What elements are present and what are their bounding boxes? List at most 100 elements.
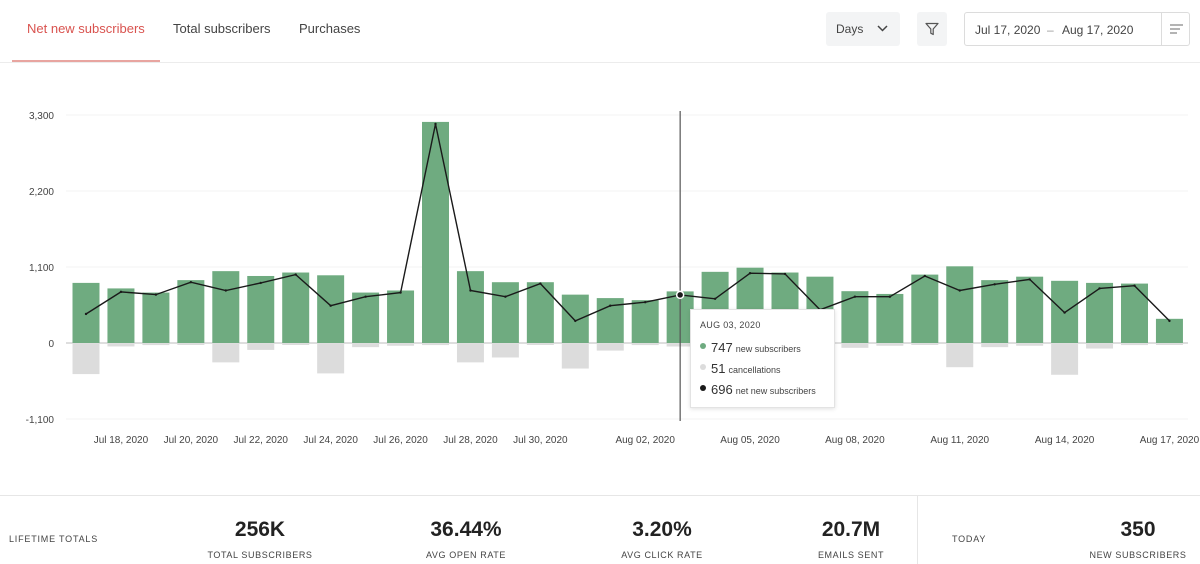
- date-range-picker[interactable]: Jul 17, 2020 – Aug 17, 2020: [964, 12, 1190, 46]
- tab-net-new-subscribers[interactable]: Net new subscribers: [27, 21, 145, 36]
- cancellations-bar[interactable]: [72, 344, 100, 375]
- cancellations-bar[interactable]: [352, 344, 380, 348]
- tooltip-cancellations-value: 51: [711, 361, 726, 376]
- tooltip-date: AUG 03, 2020: [700, 320, 761, 330]
- cancellations-bar[interactable]: [981, 344, 1009, 348]
- avg-click-rate-value: 3.20%: [632, 518, 692, 541]
- cancellations-legend-dot: [700, 363, 706, 370]
- y-tick-label: 2,200: [29, 187, 54, 198]
- cancellations-bar[interactable]: [107, 344, 135, 347]
- new-subscribers-bar[interactable]: [1086, 282, 1114, 343]
- date-separator: –: [1047, 23, 1054, 37]
- net-new-subscribers-point: [539, 282, 542, 285]
- x-tick-label: Jul 22, 2020: [234, 435, 289, 446]
- new-subscribers-bar[interactable]: [911, 274, 939, 343]
- new-subscribers-bar[interactable]: [1121, 283, 1148, 343]
- net-new-subscribers-point: [189, 281, 193, 284]
- new-subscribers-bar[interactable]: [841, 291, 869, 343]
- cancellations-bar[interactable]: [1016, 344, 1044, 346]
- cancellations-bar[interactable]: [876, 344, 904, 346]
- x-tick-label: Jul 30, 2020: [513, 435, 568, 446]
- new-subscribers-bar[interactable]: [631, 300, 659, 343]
- new-subscribers-bar[interactable]: [212, 271, 240, 343]
- cancellations-bar[interactable]: [142, 344, 170, 346]
- granularity-select[interactable]: Days: [826, 12, 900, 46]
- cancellations-bar[interactable]: [526, 344, 554, 345]
- cancellations-bar[interactable]: [841, 344, 869, 348]
- total-subscribers-caption: TOTAL SUBSCRIBERS: [207, 550, 313, 560]
- menu-lines-icon: [1170, 24, 1183, 34]
- cancellations-bar[interactable]: [491, 344, 519, 358]
- cancellations-bar[interactable]: [317, 344, 345, 374]
- net-new-subscribers-point: [923, 274, 926, 278]
- footer-divider: [917, 496, 918, 564]
- new-subscribers-bar[interactable]: [491, 282, 519, 343]
- granularity-value: Days: [836, 22, 864, 36]
- cancellations-bar[interactable]: [1086, 344, 1114, 349]
- cancellations-bar[interactable]: [422, 344, 449, 346]
- new-subscribers-bar[interactable]: [317, 275, 345, 343]
- cancellations-bar[interactable]: [596, 344, 624, 351]
- x-tick-label: Jul 20, 2020: [164, 435, 219, 446]
- cancellations-bar[interactable]: [1051, 344, 1079, 375]
- y-tick-label: -1,100: [26, 415, 55, 426]
- new-subscribers-bar[interactable]: [876, 293, 904, 343]
- cancellations-bar[interactable]: [1121, 344, 1148, 346]
- cancellations-bar[interactable]: [456, 344, 484, 363]
- net-new-subscribers-point: [259, 281, 262, 285]
- new-subscribers-bar[interactable]: [422, 121, 449, 343]
- tooltip-row-new: 747 new subscribers: [700, 339, 801, 357]
- avg-open-rate-value: 36.44%: [430, 518, 502, 541]
- net-new-subscribers-point: [294, 273, 297, 276]
- new-subscribers-bar[interactable]: [456, 271, 484, 343]
- avg-click-rate-caption: AVG CLICK RATE: [621, 550, 703, 560]
- today-new-subscribers-caption: NEW SUBSCRIBERS: [1089, 550, 1187, 560]
- cancellations-bar[interactable]: [911, 344, 939, 345]
- tooltip-row-net: 696 net new subscribers: [700, 381, 816, 399]
- stats-footer: LIFETIME TOTALS 256K TOTAL SUBSCRIBERS 3…: [0, 495, 1200, 564]
- new-subscribers-bar[interactable]: [282, 272, 310, 343]
- tab-purchases[interactable]: Purchases: [299, 21, 361, 36]
- active-tab-underline: [12, 60, 160, 62]
- filter-button[interactable]: [917, 12, 947, 46]
- new-subscribers-bar[interactable]: [177, 280, 205, 343]
- net-new-subscribers-point: [224, 289, 227, 292]
- new-subscribers-bar[interactable]: [1016, 276, 1044, 343]
- x-tick-label: Aug 02, 2020: [615, 435, 675, 446]
- cancellations-bar[interactable]: [387, 344, 415, 346]
- cancellations-bar[interactable]: [177, 344, 205, 345]
- net-new-subscribers-point: [748, 272, 752, 275]
- cancellations-bar[interactable]: [1155, 344, 1183, 345]
- net-new-subscribers-point: [434, 122, 437, 126]
- x-tick-label: Aug 05, 2020: [720, 435, 780, 446]
- new-subscribers-bar[interactable]: [981, 280, 1009, 343]
- new-subscribers-bar[interactable]: [352, 292, 380, 343]
- cancellations-bar[interactable]: [212, 344, 240, 363]
- x-tick-label: Aug 11, 2020: [930, 435, 989, 446]
- net-new-subscribers-point: [504, 295, 507, 298]
- new-subscribers-bar[interactable]: [1155, 318, 1183, 343]
- emails-sent-caption: EMAILS SENT: [817, 550, 885, 560]
- x-tick-label: Jul 24, 2020: [303, 435, 358, 446]
- tooltip-new-value: 747: [711, 340, 733, 355]
- new-subscribers-bar[interactable]: [142, 292, 170, 343]
- net-new-subscribers-point: [1098, 287, 1101, 290]
- new-subscribers-bar[interactable]: [247, 275, 275, 343]
- new-subscribers-bar[interactable]: [387, 290, 415, 343]
- date-start: Jul 17, 2020: [975, 23, 1041, 37]
- new-subscribers-bar[interactable]: [946, 266, 974, 343]
- net-new-subscribers-point: [1168, 319, 1171, 323]
- net-new-subscribers-point: [364, 295, 367, 298]
- new-subscribers-bar[interactable]: [107, 288, 135, 343]
- net-new-subscribers-point: [574, 319, 577, 323]
- date-menu-button[interactable]: [1161, 13, 1191, 45]
- cancellations-bar[interactable]: [282, 344, 310, 345]
- hover-point: [675, 290, 685, 300]
- new-subscribers-bar[interactable]: [526, 282, 554, 343]
- tab-total-subscribers[interactable]: Total subscribers: [173, 21, 271, 36]
- cancellations-bar[interactable]: [631, 344, 659, 346]
- cancellations-bar[interactable]: [247, 344, 275, 350]
- new-subscribers-bar[interactable]: [561, 294, 589, 343]
- cancellations-bar[interactable]: [561, 344, 589, 369]
- cancellations-bar[interactable]: [946, 344, 974, 368]
